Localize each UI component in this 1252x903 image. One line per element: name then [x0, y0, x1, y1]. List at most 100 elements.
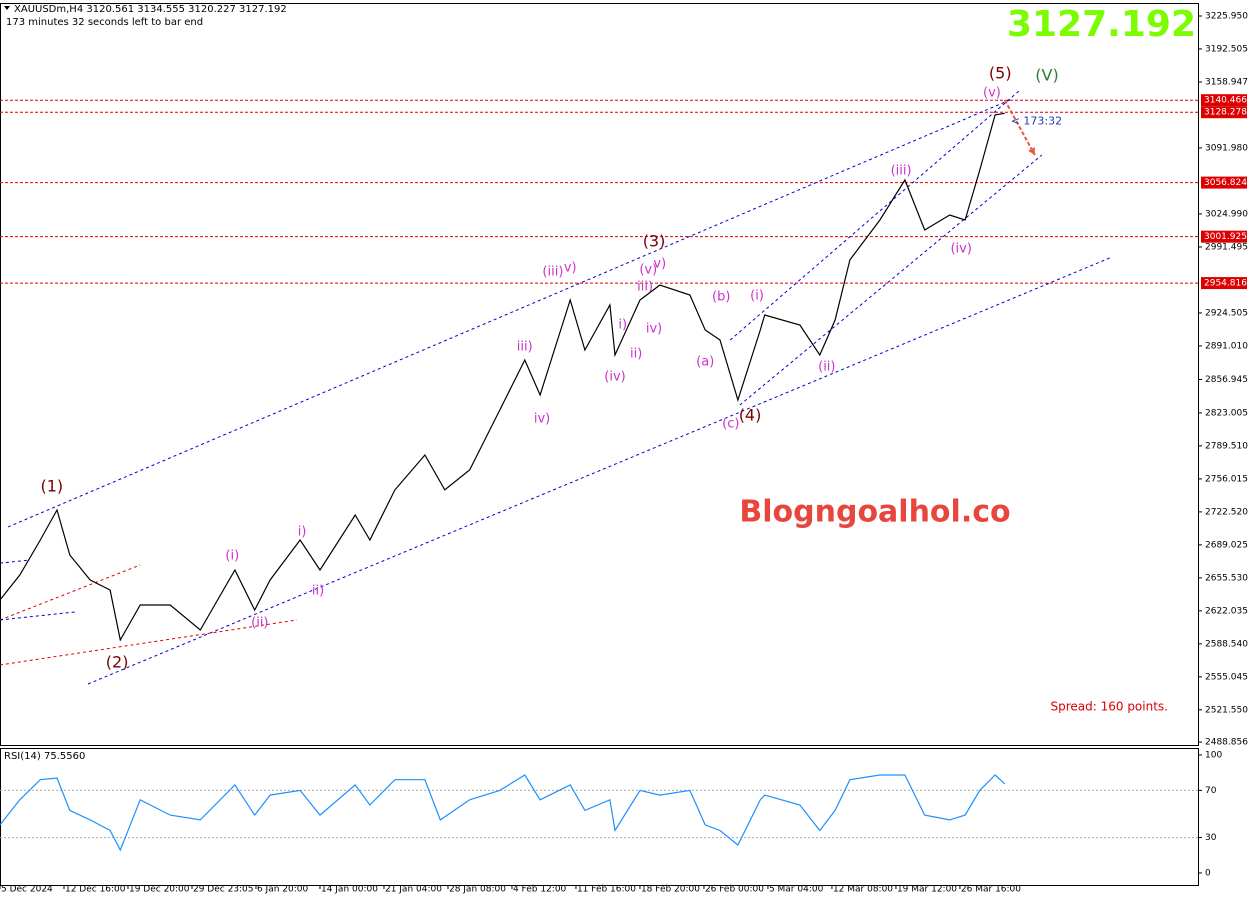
x-tick-label: 18 Feb 20:00 — [641, 885, 700, 895]
wave-label: (iii) — [891, 163, 912, 178]
y-tick-label: 100 — [1205, 750, 1222, 760]
countdown: < 173:32 — [1011, 114, 1062, 127]
x-tick-label: 19 Mar 12:00 — [897, 885, 957, 895]
x-tick-label: 5 Mar 04:00 — [769, 885, 824, 895]
level-label: 3140.466 — [1204, 96, 1247, 106]
level-tag — [1201, 106, 1247, 119]
x-tick-label: 6 Jan 20:00 — [257, 885, 309, 895]
level-tag — [1201, 94, 1247, 107]
y-tick-label: 2588.540 — [1205, 639, 1248, 649]
x-tick-label: 29 Dec 23:05 — [193, 885, 254, 895]
x-tick-label: 26 Mar 16:00 — [961, 885, 1021, 895]
x-tick-label: 28 Jan 08:00 — [449, 885, 506, 895]
y-tick-label: 2655.530 — [1205, 573, 1248, 583]
wave-label: iii) — [637, 280, 653, 295]
y-tick-label: 2789.510 — [1205, 441, 1248, 451]
wave-label: ii) — [630, 347, 642, 362]
y-tick-label: 2622.035 — [1205, 606, 1248, 616]
rsi-title: RSI(14) 75.5560 — [4, 751, 85, 762]
watermark: Blogngoalhol.co — [739, 495, 1010, 530]
wave-label: (4) — [739, 405, 762, 424]
wave-label: (iv) — [604, 370, 625, 385]
y-tick-label: 3158.947 — [1205, 78, 1248, 88]
wave-label: iv) — [534, 412, 550, 427]
level-tag — [1201, 230, 1247, 243]
x-tick-label: 12 Dec 16:00 — [65, 885, 126, 895]
forecast-arrow — [1003, 99, 1036, 156]
wave-label: (2) — [106, 653, 129, 672]
wave-label: (iii) — [542, 264, 563, 279]
level-tag — [1201, 277, 1247, 290]
y-tick-label: 2722.520 — [1205, 507, 1248, 517]
y-tick-label: 2756.015 — [1205, 474, 1248, 484]
y-tick-label: 2555.045 — [1205, 672, 1248, 682]
wave-label: (5) — [989, 63, 1012, 82]
trendline — [0, 611, 75, 621]
main-frame — [0, 3, 1199, 746]
y-tick-label: 70 — [1205, 786, 1217, 796]
x-tick-label: 11 Feb 16:00 — [577, 885, 636, 895]
price-line — [0, 774, 1006, 852]
level-tag — [1201, 176, 1247, 189]
wave-label: (V) — [1035, 66, 1058, 85]
level-label: 2954.816 — [1204, 279, 1247, 289]
x-tick-label: 21 Jan 04:00 — [385, 885, 442, 895]
wave-label: (iv) — [950, 242, 971, 257]
y-tick-label: 2891.010 — [1205, 341, 1248, 351]
y-tick-label: 2823.005 — [1205, 408, 1248, 418]
wave-label: iv) — [646, 321, 662, 336]
x-tick-label: 5 Dec 2024 — [1, 885, 53, 895]
x-tick-label: 19 Dec 20:00 — [129, 885, 190, 895]
wave-label: (ii) — [818, 360, 835, 375]
y-tick-label: 0 — [1205, 868, 1211, 878]
y-tick-label: 3225.950 — [1205, 12, 1248, 22]
wave-label: (a) — [696, 354, 714, 369]
wave-label: (c) — [722, 416, 739, 431]
symbol-header: XAUUSDm,H4 3120.561 3134.555 3120.227 31… — [14, 4, 287, 15]
wave-label: ii) — [312, 584, 324, 599]
trendline — [0, 619, 298, 666]
y-tick-label: 2488.856 — [1205, 738, 1248, 748]
arrow-head — [1028, 147, 1035, 156]
bid-price: 3127.192 — [1007, 4, 1196, 45]
wave-label: (b) — [712, 289, 730, 304]
rsi-frame — [0, 748, 1199, 886]
spread: Spread: 160 points. — [1050, 700, 1168, 714]
wave-label: i) — [618, 318, 627, 333]
x-tick-label: 26 Feb 00:00 — [705, 885, 764, 895]
y-tick-label: 3091.980 — [1205, 143, 1248, 153]
trendline — [0, 564, 141, 621]
trendline — [7, 99, 1011, 528]
x-tick-label: 14 Jan 00:00 — [321, 885, 378, 895]
y-tick-label: 2924.505 — [1205, 308, 1248, 318]
level-label: 3056.824 — [1204, 178, 1247, 188]
y-tick-label: 2856.945 — [1205, 375, 1248, 385]
trendline — [87, 257, 1110, 685]
y-tick-label: 3024.990 — [1205, 209, 1248, 219]
trendline — [729, 89, 1021, 341]
wave-label: iii) — [517, 340, 533, 355]
wave-label: (3) — [643, 232, 666, 251]
y-tick-label: 30 — [1205, 833, 1217, 843]
y-tick-label: 2521.550 — [1205, 705, 1248, 715]
wave-label: (1) — [41, 476, 64, 495]
wave-label: i) — [298, 525, 307, 540]
x-tick-label: 12 Mar 08:00 — [833, 885, 893, 895]
wave-label: (ii) — [251, 616, 268, 631]
bar-timer: 173 minutes 32 seconds left to bar end — [6, 17, 203, 28]
level-label: 3128.278 — [1204, 108, 1247, 118]
x-tick-label: 4 Feb 12:00 — [513, 885, 567, 895]
trendline — [0, 559, 31, 564]
level-label: 3001.925 — [1204, 232, 1247, 242]
wave-label: (v) — [639, 262, 657, 277]
wave-label: (i) — [225, 549, 239, 564]
trendline — [739, 154, 1043, 406]
wave-label: (i) — [750, 288, 764, 303]
y-tick-label: 2689.025 — [1205, 540, 1248, 550]
price-line — [0, 112, 1005, 642]
y-tick-label: 2991.495 — [1205, 242, 1248, 252]
wave-label: v) — [564, 261, 577, 276]
menu-arrow[interactable] — [4, 6, 10, 10]
y-tick-label: 3192.505 — [1205, 44, 1248, 54]
